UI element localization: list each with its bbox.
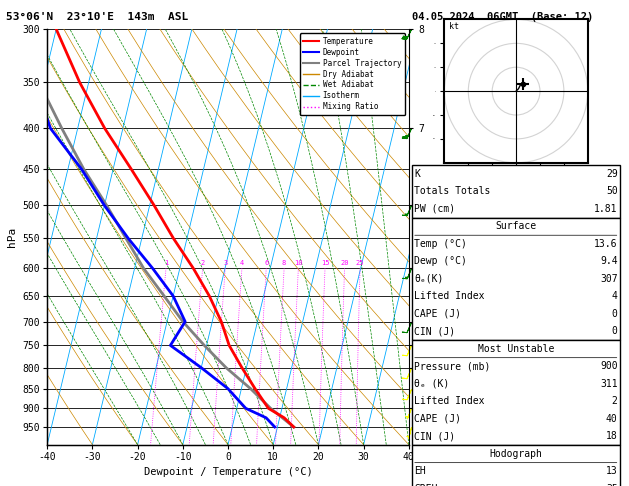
Text: 0: 0 (612, 327, 618, 336)
Text: Temp (°C): Temp (°C) (414, 239, 467, 249)
Text: Mixing Ratio (g/kg): Mixing Ratio (g/kg) (488, 223, 498, 318)
Text: 25: 25 (356, 260, 364, 266)
Text: 9.4: 9.4 (600, 257, 618, 266)
Text: 04.05.2024  06GMT  (Base: 12): 04.05.2024 06GMT (Base: 12) (412, 12, 593, 22)
Text: 10: 10 (294, 260, 303, 266)
Text: kt: kt (449, 22, 459, 31)
Text: 13.6: 13.6 (594, 239, 618, 249)
Text: 40: 40 (606, 414, 618, 424)
Text: θₑ(K): θₑ(K) (414, 274, 443, 284)
Text: 8: 8 (282, 260, 286, 266)
Text: Dewp (°C): Dewp (°C) (414, 257, 467, 266)
Text: Lifted Index: Lifted Index (414, 292, 484, 301)
Legend: Temperature, Dewpoint, Parcel Trajectory, Dry Adiabat, Wet Adiabat, Isotherm, Mi: Temperature, Dewpoint, Parcel Trajectory… (299, 33, 405, 115)
Text: 4: 4 (612, 292, 618, 301)
Text: Hodograph: Hodograph (489, 449, 542, 459)
Text: 15: 15 (321, 260, 329, 266)
Text: 1.81: 1.81 (594, 204, 618, 214)
Text: Totals Totals: Totals Totals (414, 187, 490, 196)
Text: 20: 20 (340, 260, 349, 266)
Text: 53°06'N  23°10'E  143m  ASL: 53°06'N 23°10'E 143m ASL (6, 12, 189, 22)
Text: 35: 35 (606, 484, 618, 486)
Text: θₑ (K): θₑ (K) (414, 379, 449, 389)
Text: 29: 29 (606, 169, 618, 179)
Text: LCL: LCL (416, 422, 431, 432)
Y-axis label: km
ASL: km ASL (426, 228, 448, 246)
Text: EH: EH (414, 467, 426, 476)
Text: CAPE (J): CAPE (J) (414, 309, 461, 319)
Text: 307: 307 (600, 274, 618, 284)
Text: 4: 4 (240, 260, 244, 266)
Text: CIN (J): CIN (J) (414, 432, 455, 441)
Text: 50: 50 (606, 187, 618, 196)
Text: Lifted Index: Lifted Index (414, 397, 484, 406)
Text: 0: 0 (612, 309, 618, 319)
Text: 2: 2 (612, 397, 618, 406)
Y-axis label: hPa: hPa (7, 227, 17, 247)
Text: Pressure (mb): Pressure (mb) (414, 362, 490, 371)
Text: CAPE (J): CAPE (J) (414, 414, 461, 424)
Text: Most Unstable: Most Unstable (477, 344, 554, 354)
Text: 1: 1 (164, 260, 168, 266)
Text: 3: 3 (223, 260, 227, 266)
Text: CIN (J): CIN (J) (414, 327, 455, 336)
Text: 311: 311 (600, 379, 618, 389)
Text: Surface: Surface (495, 222, 537, 231)
Text: 6: 6 (264, 260, 269, 266)
Text: 900: 900 (600, 362, 618, 371)
Text: 18: 18 (606, 432, 618, 441)
Text: 13: 13 (606, 467, 618, 476)
Text: K: K (414, 169, 420, 179)
X-axis label: Dewpoint / Temperature (°C): Dewpoint / Temperature (°C) (143, 467, 313, 477)
Text: 2: 2 (201, 260, 204, 266)
Text: PW (cm): PW (cm) (414, 204, 455, 214)
Text: SREH: SREH (414, 484, 437, 486)
